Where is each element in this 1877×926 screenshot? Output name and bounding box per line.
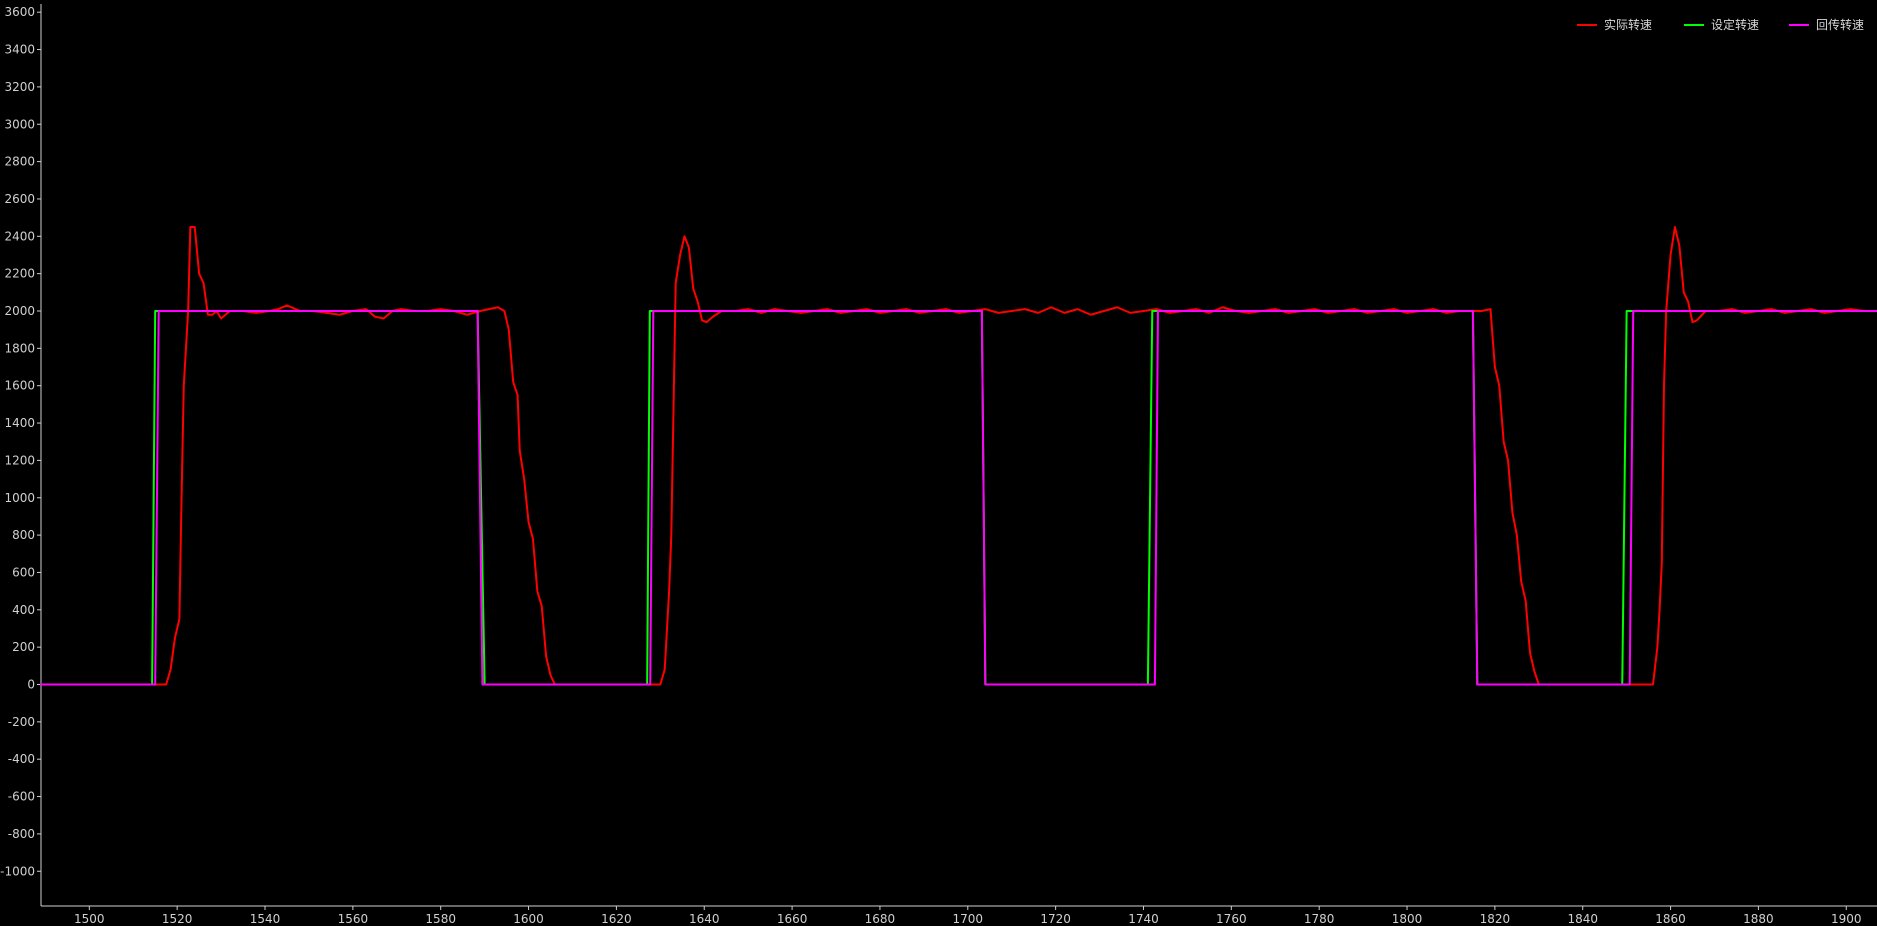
- y-tick-label: 2800: [4, 155, 35, 169]
- x-tick-label: 1640: [689, 912, 720, 926]
- x-tick-label: 1500: [74, 912, 105, 926]
- y-tick-label: 3200: [4, 80, 35, 94]
- x-tick-label: 1600: [513, 912, 544, 926]
- series-line-3: [40, 310, 1877, 686]
- y-tick-label: 1000: [4, 491, 35, 505]
- y-tick-label: 1400: [4, 416, 35, 430]
- x-tick-label: 1860: [1655, 912, 1686, 926]
- y-tick-label: -600: [8, 790, 35, 804]
- legend: 实际转速 设定转速 回传转速: [1577, 17, 1864, 32]
- axes: 3600340032003000280026002400220020001800…: [0, 4, 1877, 926]
- x-tick-label: 1900: [1831, 912, 1862, 926]
- x-tick-label: 1820: [1480, 912, 1511, 926]
- legend-label: 设定转速: [1711, 17, 1759, 32]
- x-tick-label: 1720: [1040, 912, 1071, 926]
- y-tick-label: 2600: [4, 192, 35, 206]
- y-tick-label: 1600: [4, 379, 35, 393]
- y-tick-label: 3600: [4, 5, 35, 19]
- y-tick-label: 400: [12, 603, 35, 617]
- x-tick-label: 1560: [338, 912, 369, 926]
- y-tick-label: 3400: [4, 43, 35, 57]
- y-tick-label: 800: [12, 528, 35, 542]
- legend-label: 回传转速: [1816, 17, 1864, 32]
- y-tick-label: -1000: [0, 864, 35, 878]
- y-tick-label: 3000: [4, 117, 35, 131]
- y-tick-label: -800: [8, 827, 35, 841]
- x-tick-label: 1540: [250, 912, 281, 926]
- x-tick-label: 1520: [162, 912, 193, 926]
- y-tick-label: 2400: [4, 229, 35, 243]
- y-tick-label: 2000: [4, 304, 35, 318]
- x-tick-label: 1740: [1128, 912, 1159, 926]
- y-tick-label: -200: [8, 715, 35, 729]
- y-tick-label: 2200: [4, 267, 35, 281]
- y-tick-label: 1200: [4, 453, 35, 467]
- x-tick-label: 1680: [865, 912, 896, 926]
- x-tick-label: 1700: [953, 912, 984, 926]
- y-tick-label: 200: [12, 640, 35, 654]
- series-layer: [40, 225, 1877, 686]
- x-tick-label: 1800: [1392, 912, 1423, 926]
- x-tick-label: 1760: [1216, 912, 1247, 926]
- x-tick-label: 1840: [1567, 912, 1598, 926]
- y-tick-label: -400: [8, 752, 35, 766]
- x-tick-label: 1620: [601, 912, 632, 926]
- y-tick-label: 600: [12, 565, 35, 579]
- legend-label: 实际转速: [1604, 17, 1652, 32]
- y-tick-label: 1800: [4, 341, 35, 355]
- x-tick-label: 1780: [1304, 912, 1335, 926]
- x-tick-label: 1580: [425, 912, 456, 926]
- x-tick-label: 1880: [1743, 912, 1774, 926]
- x-tick-label: 1660: [777, 912, 808, 926]
- y-tick-label: 0: [27, 678, 35, 692]
